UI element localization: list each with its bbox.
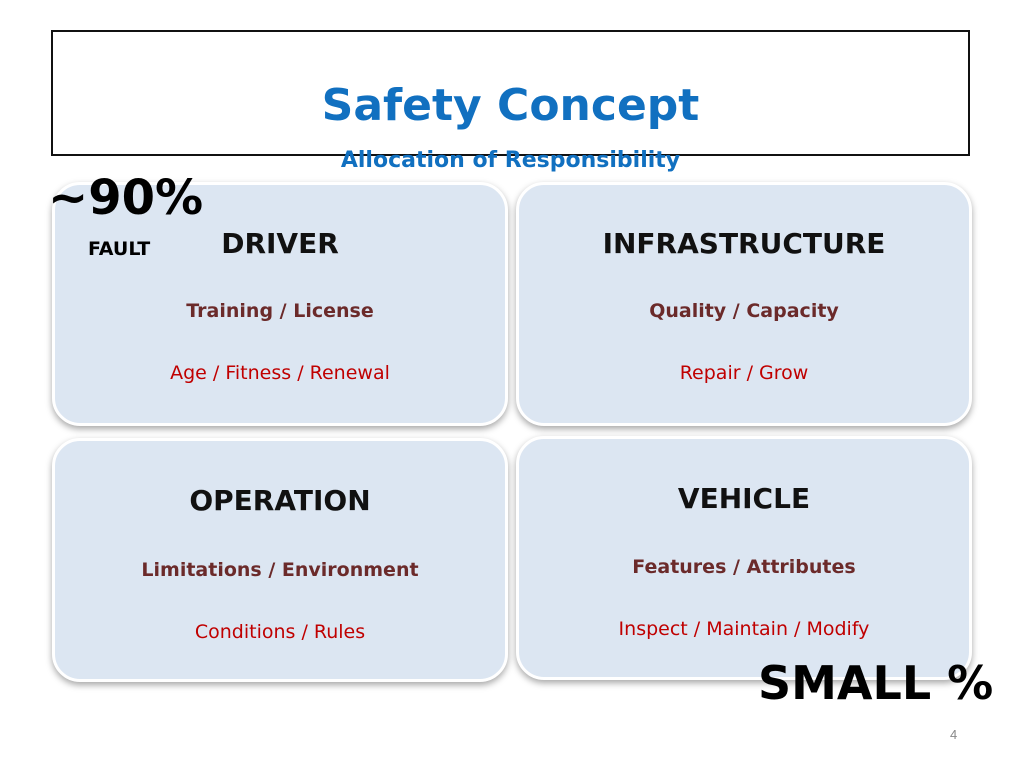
operation-card-line2: Conditions / Rules	[194, 621, 366, 643]
infrastructure-card-title: INFRASTRUCTURE	[602, 227, 886, 260]
operation-card: OPERATION Limitations / Environment Cond…	[52, 438, 508, 682]
driver-card-title: DRIVER	[221, 227, 339, 260]
vehicle-percent-annotation: SMALL %	[758, 656, 994, 710]
infrastructure-card-line1: Quality / Capacity	[649, 300, 839, 322]
slide-subtitle: Allocation of Responsibility	[340, 148, 681, 173]
operation-card-title: OPERATION	[189, 484, 371, 517]
operation-card-line1: Limitations / Environment	[141, 559, 419, 581]
vehicle-card-line2: Inspect / Maintain / Modify	[618, 618, 870, 640]
driver-card-line1: Training / License	[186, 300, 374, 322]
driver-card-line2: Age / Fitness / Renewal	[170, 362, 390, 384]
vehicle-card: VEHICLE Features / Attributes Inspect / …	[516, 436, 972, 680]
slide-title: Safety Concept	[321, 80, 700, 131]
vehicle-card-line1: Features / Attributes	[632, 556, 856, 578]
driver-fault-annotation: FAULT	[88, 238, 151, 260]
title-box: Safety Concept Allocation of Responsibil…	[51, 30, 970, 172]
infrastructure-card: INFRASTRUCTURE Quality / Capacity Repair…	[516, 182, 972, 426]
vehicle-card-title: VEHICLE	[677, 482, 811, 515]
driver-card: DRIVER Training / License Age / Fitness …	[52, 182, 508, 426]
driver-percent-annotation: ~90%	[48, 170, 204, 226]
page-number: 4	[950, 727, 958, 742]
infrastructure-card-line2: Repair / Grow	[679, 362, 809, 384]
